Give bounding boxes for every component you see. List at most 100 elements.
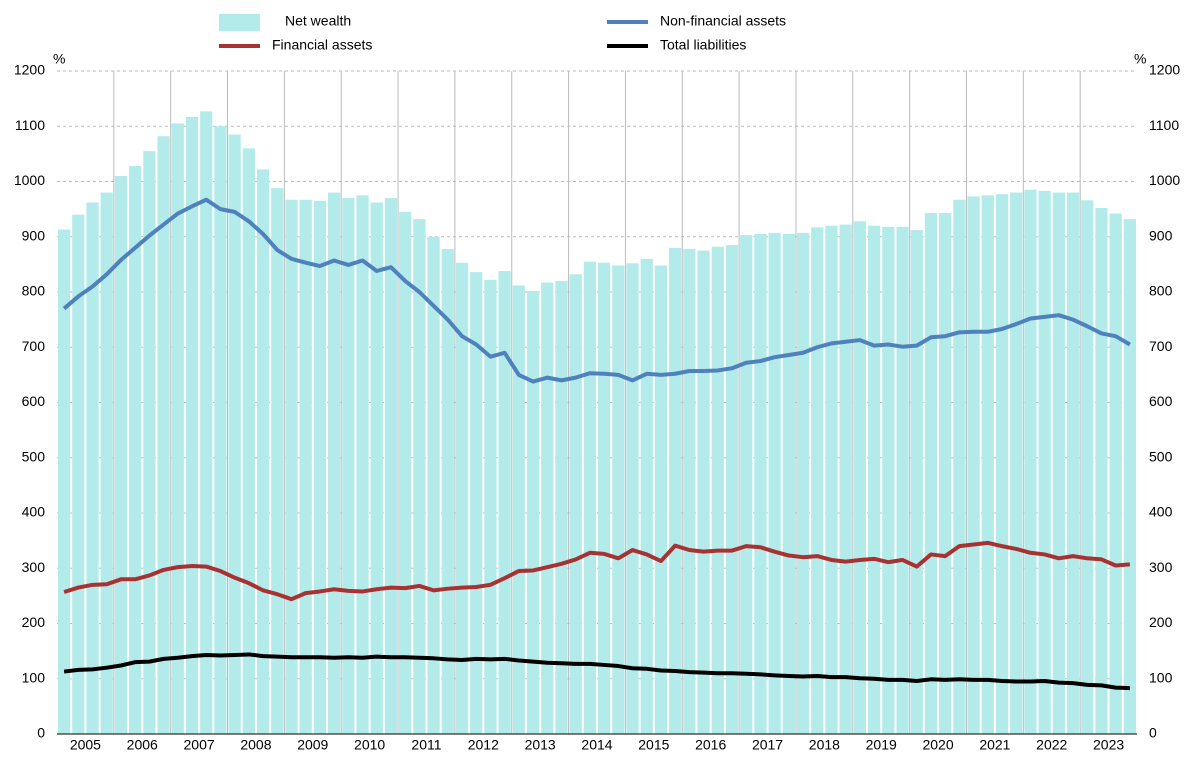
bar <box>242 148 255 735</box>
bar <box>697 250 710 734</box>
bar <box>86 202 99 734</box>
bar <box>200 111 213 734</box>
bar <box>114 175 128 735</box>
x-tick-label: 2009 <box>297 737 328 753</box>
bar <box>427 236 440 734</box>
y-tick-label: 300 <box>22 559 46 575</box>
legend-label: Non-financial assets <box>660 13 786 29</box>
bar <box>853 221 866 734</box>
y-tick-label: 500 <box>22 448 46 464</box>
bar <box>825 225 838 734</box>
line-series <box>62 197 1131 384</box>
bar <box>1010 192 1023 735</box>
bar <box>555 280 568 734</box>
legend-label: Net wealth <box>285 13 351 29</box>
bar <box>612 265 625 734</box>
bar <box>285 199 298 735</box>
x-tick-label: 2008 <box>240 737 271 753</box>
y-unit: % <box>53 51 65 67</box>
bar <box>342 198 355 734</box>
bar <box>796 232 810 734</box>
bar <box>413 219 426 734</box>
bar <box>782 233 795 735</box>
bar <box>356 195 369 734</box>
x-tick-label: 2023 <box>1093 737 1124 753</box>
bar <box>271 188 284 734</box>
bar <box>171 123 184 735</box>
y-tick-label: 0 <box>37 725 45 741</box>
x-tick-label: 2019 <box>866 737 897 753</box>
x-tick-label: 2015 <box>638 737 669 753</box>
y2-tick-label: 600 <box>1149 393 1173 409</box>
bar <box>569 274 582 734</box>
bar <box>896 226 909 734</box>
bar <box>711 246 724 734</box>
bar <box>839 224 852 734</box>
legend-swatch <box>219 14 260 31</box>
x-tick-label: 2018 <box>809 737 840 753</box>
bar <box>811 227 824 735</box>
y-tick-label: 200 <box>22 614 46 630</box>
y2-tick-label: 900 <box>1149 227 1173 243</box>
bar <box>910 230 923 734</box>
y2-tick-label: 1000 <box>1149 172 1180 188</box>
bar <box>754 233 767 735</box>
y2-tick-label: 400 <box>1149 504 1173 520</box>
bar <box>399 211 412 734</box>
y-tick-label: 1100 <box>15 117 45 133</box>
bar <box>1066 192 1080 735</box>
y-tick-label: 900 <box>22 227 46 243</box>
y2-tick-label: 500 <box>1149 448 1173 464</box>
bar <box>484 279 497 734</box>
bar <box>967 196 980 735</box>
line-series <box>63 652 1130 691</box>
bar <box>313 200 326 734</box>
x-tick-label: 2016 <box>695 737 726 753</box>
bar <box>470 272 483 734</box>
bar <box>626 263 639 734</box>
bar <box>370 202 383 734</box>
y-tick-label: 1000 <box>14 172 45 188</box>
x-tick-label: 2020 <box>922 737 953 753</box>
x-tick-label: 2005 <box>70 737 101 753</box>
bar <box>583 261 596 734</box>
x-tick-label: 2022 <box>1036 737 1067 753</box>
bar <box>512 285 525 734</box>
y-tick-label: 700 <box>22 338 46 354</box>
x-tick-label: 2006 <box>127 737 158 753</box>
bar <box>1081 200 1094 734</box>
y2-tick-label: 1200 <box>1149 62 1180 78</box>
bar <box>683 248 696 734</box>
bar <box>498 271 511 734</box>
x-tick-label: 2014 <box>581 737 612 753</box>
y2-tick-label: 100 <box>1149 669 1173 685</box>
bar <box>981 195 994 734</box>
bar <box>1038 190 1051 734</box>
bar <box>598 262 611 734</box>
bar <box>441 248 454 734</box>
bar <box>882 226 895 734</box>
bar <box>1109 213 1122 735</box>
bar <box>299 199 312 735</box>
x-tick-label: 2012 <box>468 737 499 753</box>
bar <box>1052 192 1065 735</box>
x-tick-label: 2013 <box>525 737 556 753</box>
bar <box>157 136 170 734</box>
bar <box>185 116 199 735</box>
y2-tick-label: 700 <box>1149 338 1173 354</box>
bar <box>654 265 668 734</box>
bar <box>214 126 227 734</box>
y-tick-label: 600 <box>22 393 46 409</box>
bar <box>58 229 71 734</box>
y-tick-label: 1200 <box>14 62 45 78</box>
y-tick-label: 400 <box>22 504 46 520</box>
x-tick-label: 2010 <box>354 737 385 753</box>
legend-label: Total liabilities <box>660 37 746 53</box>
bar <box>995 194 1009 734</box>
bar <box>384 198 398 734</box>
y2-unit: % <box>1134 51 1146 67</box>
x-tick-label: 2021 <box>979 737 1010 753</box>
y2-tick-label: 800 <box>1149 283 1173 299</box>
x-tick-label: 2017 <box>752 737 783 753</box>
